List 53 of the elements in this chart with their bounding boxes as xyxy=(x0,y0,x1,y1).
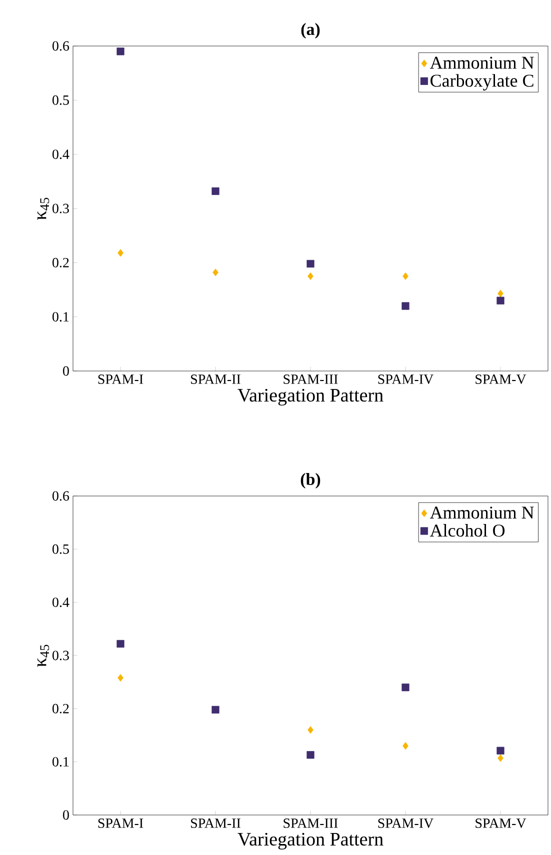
y-tick-label: 0 xyxy=(63,810,69,820)
point xyxy=(212,268,218,276)
point xyxy=(402,684,410,692)
y-tick-label: 0.5 xyxy=(52,95,69,105)
point xyxy=(306,751,314,759)
x-tick-label: SPAM-II xyxy=(191,374,240,384)
point xyxy=(118,249,124,257)
point xyxy=(496,296,504,304)
y-axis-title: κ$_{45}$ xyxy=(37,198,50,220)
y-tick-label: 0.5 xyxy=(52,544,69,554)
x-tick-label: SPAM-II xyxy=(191,818,240,828)
point xyxy=(118,674,124,682)
point xyxy=(212,706,220,714)
legend-label: Alcohol O xyxy=(430,524,505,537)
point xyxy=(496,746,504,754)
y-tick-label: 0.1 xyxy=(52,757,69,767)
y-tick-label: 0.2 xyxy=(52,258,69,268)
x-axis-title: Variegation Pattern xyxy=(238,832,384,850)
y-tick-label: 0.1 xyxy=(52,312,69,322)
x-tick-label: SPAM-V xyxy=(476,818,526,828)
x-tick-label: SPAM-III xyxy=(284,374,338,384)
y-tick-label: 0.3 xyxy=(52,650,69,660)
legend-label: Carboxylate C xyxy=(430,74,534,91)
chart-title: (a) xyxy=(301,23,320,38)
point xyxy=(402,302,410,310)
point xyxy=(212,187,220,195)
x-tick-label: SPAM-III xyxy=(284,818,338,828)
y-tick-label: 0.6 xyxy=(52,41,70,51)
y-tick-label: 0.3 xyxy=(52,204,69,214)
point xyxy=(498,754,504,762)
y-axis-title: κ$_{45}$ xyxy=(37,644,50,667)
x-axis-title: Variegation Pattern xyxy=(238,388,384,406)
x-tick-label: SPAM-V xyxy=(476,374,526,384)
y-tick-label: 0.6 xyxy=(52,491,70,501)
point xyxy=(308,726,314,734)
point xyxy=(116,640,124,648)
point xyxy=(402,272,408,280)
point xyxy=(402,742,408,750)
point xyxy=(116,48,124,56)
chart-title: (b) xyxy=(300,473,320,488)
y-tick-label: 0 xyxy=(63,366,69,376)
x-tick-label: SPAM-I xyxy=(98,818,144,828)
y-tick-label: 0.4 xyxy=(52,598,70,608)
x-tick-label: SPAM-I xyxy=(98,374,144,384)
legend-label: Ammonium N xyxy=(430,56,534,69)
x-tick-label: SPAM-IV xyxy=(378,818,434,828)
point xyxy=(306,260,314,268)
legend-label: Ammonium N xyxy=(430,506,534,519)
y-tick-label: 0.2 xyxy=(52,704,69,714)
y-tick-label: 0.4 xyxy=(52,150,70,160)
x-tick-label: SPAM-IV xyxy=(378,374,434,384)
point xyxy=(308,272,314,280)
point xyxy=(498,290,504,298)
